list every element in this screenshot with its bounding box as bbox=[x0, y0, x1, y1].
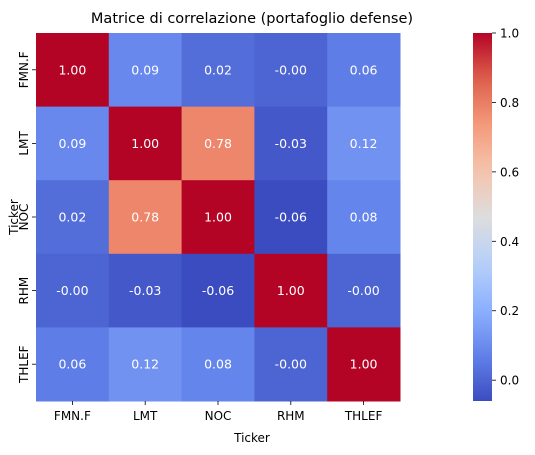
cell-annotation: 0.12 bbox=[350, 136, 378, 151]
heatmap-cell bbox=[327, 180, 401, 255]
y-tick-label: RHM bbox=[17, 277, 31, 305]
heatmap-cell bbox=[108, 327, 183, 402]
heatmap-cell bbox=[108, 106, 183, 181]
cell-annotation: 1.00 bbox=[131, 136, 159, 151]
heatmap-cell bbox=[327, 327, 401, 402]
cell-annotation: 0.02 bbox=[204, 62, 232, 77]
x-tick-label: NOC bbox=[205, 409, 232, 423]
cell-annotation: 1.00 bbox=[58, 62, 86, 77]
heatmap-cells bbox=[36, 33, 401, 402]
heatmap-cell bbox=[108, 33, 183, 108]
heatmap-cell bbox=[36, 253, 110, 328]
cell-annotation: 0.78 bbox=[204, 136, 232, 151]
cell-annotation: -0.03 bbox=[275, 136, 307, 151]
colorbar-tick-label: 0.4 bbox=[500, 235, 519, 249]
cell-annotation: 0.06 bbox=[350, 62, 378, 77]
y-tick-label: THLEF bbox=[17, 345, 31, 384]
heatmap-cell bbox=[254, 180, 328, 255]
cell-annotation: -0.00 bbox=[347, 283, 379, 298]
cell-annotation: 0.08 bbox=[350, 210, 378, 225]
x-tick-label: THLEF bbox=[344, 409, 383, 423]
cell-annotation: 1.00 bbox=[350, 357, 378, 372]
cell-annotation: 0.02 bbox=[58, 210, 86, 225]
heatmap-cell bbox=[254, 33, 328, 108]
y-tick-label: FMN.F bbox=[17, 51, 31, 88]
cell-annotation: 0.09 bbox=[131, 62, 159, 77]
cell-annotation: 1.00 bbox=[204, 210, 232, 225]
colorbar-tick-label: 0.6 bbox=[500, 165, 519, 179]
x-tick-label: FMN.F bbox=[54, 409, 91, 423]
x-tick-label: LMT bbox=[133, 409, 158, 423]
y-tick-label: NOC bbox=[17, 204, 31, 231]
heatmap-cell bbox=[181, 327, 255, 402]
colorbar-tick-label: 1.0 bbox=[500, 27, 519, 41]
heatmap-cell bbox=[36, 180, 110, 255]
heatmap-cell bbox=[181, 33, 255, 108]
colorbar-tick-label: 0.0 bbox=[500, 374, 519, 388]
heatmap-cell bbox=[36, 33, 110, 108]
heatmap-cell bbox=[327, 33, 401, 108]
cell-annotation: -0.03 bbox=[129, 283, 161, 298]
heatmap-cell bbox=[36, 327, 110, 402]
heatmap-cell bbox=[327, 106, 401, 181]
heatmap-cell bbox=[254, 327, 328, 402]
heatmap-cell bbox=[36, 106, 110, 181]
cell-annotation: -0.06 bbox=[202, 283, 234, 298]
y-axis-label: Ticker bbox=[7, 199, 21, 236]
cell-annotation: -0.00 bbox=[275, 357, 307, 372]
chart-title: Matrice di correlazione (portafoglio def… bbox=[91, 11, 413, 27]
cell-annotation: -0.00 bbox=[275, 62, 307, 77]
heatmap-cell bbox=[181, 106, 255, 181]
heatmap-cell bbox=[108, 253, 183, 328]
cell-annotation: -0.00 bbox=[56, 283, 88, 298]
cell-annotation: 0.78 bbox=[131, 210, 159, 225]
cell-annotation: 0.08 bbox=[204, 357, 232, 372]
heatmap-cell bbox=[181, 180, 255, 255]
heatmap-cell bbox=[254, 106, 328, 181]
colorbar-tick-label: 0.8 bbox=[500, 96, 519, 110]
cell-annotation: 0.12 bbox=[131, 357, 159, 372]
heatmap-annotations: 1.00 0.09 0.02 -0.00 0.06 0.09 1.00 0.78 -0.03 0.… bbox=[56, 62, 380, 371]
x-axis-label: Ticker bbox=[233, 431, 270, 445]
cell-annotation: 0.09 bbox=[58, 136, 86, 151]
heatmap-cell bbox=[254, 253, 328, 328]
heatmap-cell bbox=[108, 180, 183, 255]
x-tick-label: RHM bbox=[277, 409, 305, 423]
y-tick-label: LMT bbox=[17, 131, 31, 156]
x-axis-ticks: FMN.F LMT NOC RHM THLEF bbox=[54, 401, 383, 423]
y-axis-ticks: FMN.F LMT NOC RHM THLEF bbox=[17, 51, 36, 384]
colorbar bbox=[473, 33, 492, 401]
cell-annotation: -0.06 bbox=[275, 210, 307, 225]
heatmap-cell bbox=[181, 253, 255, 328]
heatmap-cell bbox=[327, 253, 401, 328]
cell-annotation: 0.06 bbox=[58, 357, 86, 372]
colorbar-tick-label: 0.2 bbox=[500, 304, 519, 318]
colorbar-ticks: 0.0 0.2 0.4 0.6 0.8 1.0 bbox=[492, 27, 519, 388]
cell-annotation: 1.00 bbox=[277, 283, 305, 298]
